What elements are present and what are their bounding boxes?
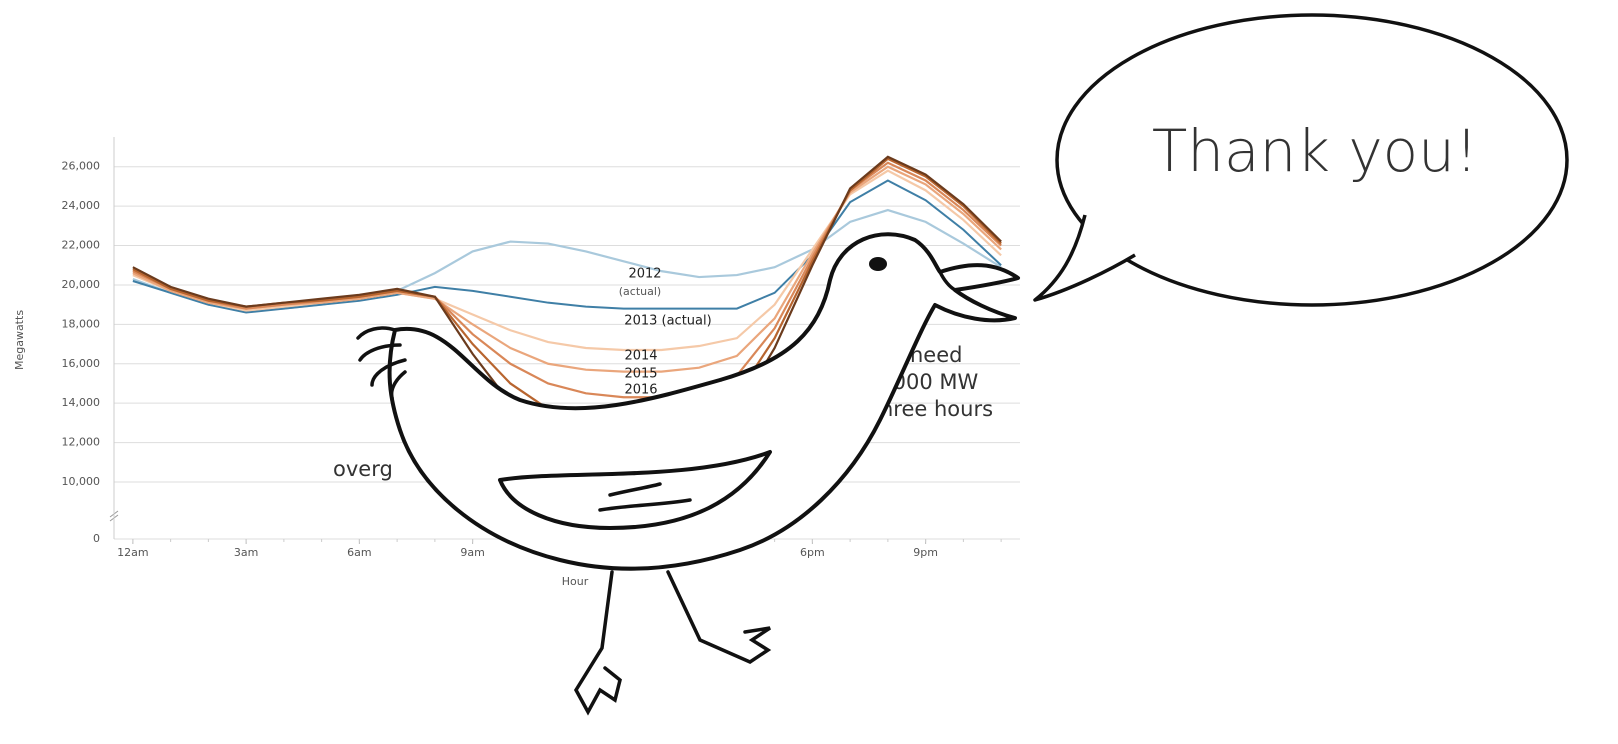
y-tick-label: 0 [93, 532, 100, 545]
y-tick-label: 10,000 [62, 475, 101, 488]
y-tick-label: 14,000 [62, 396, 101, 409]
series-label: 2016 [624, 383, 657, 398]
x-tick-label: 9am [460, 546, 484, 559]
x-axis-label: Hour [562, 575, 589, 588]
x-tick-label: 3am [234, 546, 258, 559]
x-tick-label: 9pm [913, 546, 938, 559]
y-tick-label: 16,000 [62, 357, 101, 370]
series-label: 2013 (actual) [624, 314, 711, 329]
speech-text: Thank you! [1152, 117, 1478, 185]
duck-eye [869, 257, 887, 271]
annotation: hree hours [880, 397, 993, 421]
y-tick-label: 26,000 [62, 160, 101, 173]
series-label: 2012 [628, 267, 661, 282]
series-line [132, 179, 1002, 314]
series-line [132, 169, 1002, 352]
y-tick-label: 12,000 [62, 436, 101, 449]
annotation: need [910, 343, 962, 367]
x-tick-label: 6am [347, 546, 371, 559]
series-label: 2014 [624, 349, 657, 364]
y-tick-label: 22,000 [62, 239, 101, 252]
annotation: overg [333, 457, 393, 481]
speech-bubble: Thank you! [1033, 13, 1569, 307]
duck-drawing [356, 232, 1020, 716]
series-label: 2015 [624, 367, 657, 382]
y-tick-label: 20,000 [62, 278, 101, 291]
y-tick-label: 24,000 [62, 199, 101, 212]
x-tick-label: 12am [117, 546, 148, 559]
annotation: (actual) [619, 285, 661, 298]
y-axis-label: Megawatts [13, 310, 26, 370]
y-tick-label: 18,000 [62, 317, 101, 330]
x-tick-label: 6pm [800, 546, 825, 559]
